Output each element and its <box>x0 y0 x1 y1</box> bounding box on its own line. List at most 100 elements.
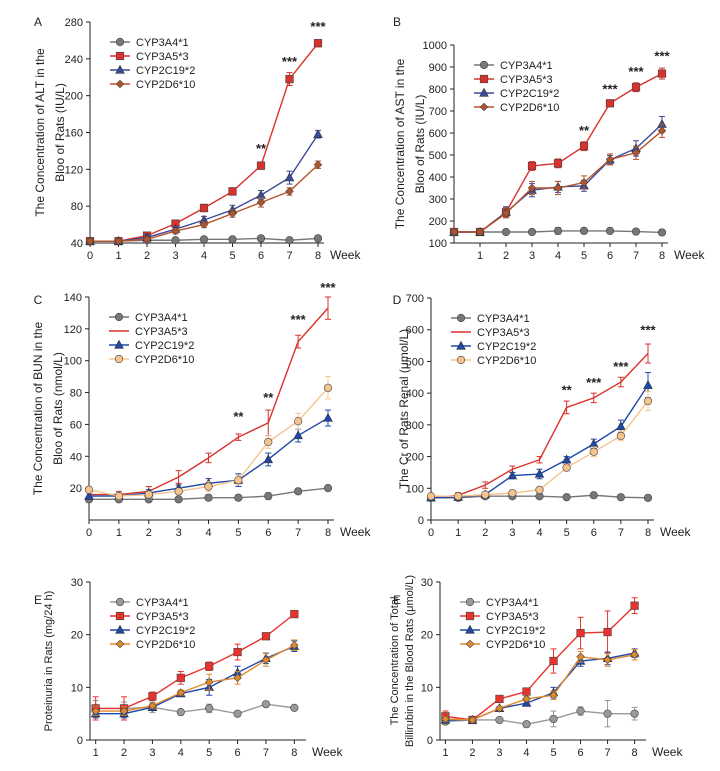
data-point <box>205 704 214 713</box>
series-line <box>95 703 295 715</box>
legend-label: CYP2D6*10 <box>135 354 194 366</box>
y-tick-label: 40 <box>71 238 83 250</box>
legend: CYP3A4*1 CYP3A5*3 CYP2C19*2 CYP2D6*10 <box>451 313 536 367</box>
data-point <box>562 493 571 502</box>
data-point <box>323 412 333 422</box>
data-point <box>313 129 323 138</box>
data-point <box>631 227 641 236</box>
data-point <box>199 220 209 229</box>
legend-label: CYP2D6*10 <box>136 639 195 651</box>
data-point <box>233 673 242 683</box>
legend: CYP3A4*1 CYP3A5*3 CYP2C19*2 CYP2D6*10 <box>110 37 195 91</box>
data-point <box>256 198 266 207</box>
legend-swatch-marker <box>479 102 489 112</box>
legend-swatch-marker <box>456 355 466 365</box>
x-tick-label: 3 <box>509 527 515 539</box>
legend-label: CYP3A4*1 <box>486 597 539 609</box>
legend-swatch-marker <box>115 37 125 47</box>
data-point <box>535 485 544 494</box>
y-tick-label: 10 <box>421 682 433 694</box>
data-point <box>507 470 518 480</box>
significance-label: *** <box>310 19 326 34</box>
data-point <box>176 707 185 717</box>
x-tick-label: 4 <box>205 527 211 539</box>
data-point <box>284 172 295 182</box>
x-tick-label: 7 <box>286 250 292 262</box>
legend-label: CYP3A4*1 <box>136 597 189 609</box>
data-point <box>576 652 585 662</box>
chart-panel-5: E 0 10 20 30 1 2 3 4 5 6 7 8 Week Proteinuria in Rats … <box>34 577 343 759</box>
legend-swatch-marker <box>456 313 466 323</box>
data-point <box>508 488 517 498</box>
data-point <box>114 492 123 501</box>
data-point <box>481 490 490 499</box>
data-point <box>576 706 585 716</box>
y-axis-label: The Concentration of Total <box>389 597 401 726</box>
y-tick-label: 30 <box>71 577 83 589</box>
y-tick-label: 0 <box>418 515 424 527</box>
data-point <box>643 379 653 389</box>
y-tick-label: 120 <box>64 324 82 336</box>
significance-label: ** <box>562 383 573 398</box>
data-point <box>657 69 667 78</box>
series-CYP2D6*10 <box>84 376 333 501</box>
data-point <box>323 383 333 392</box>
data-point <box>616 493 625 502</box>
chart-panel-1: A 40 80 120 160 200 240 280 0 1 2 3 4 5 6 7 8 Week The Con… <box>33 15 361 262</box>
data-point <box>313 234 323 243</box>
x-tick-label: 5 <box>550 747 556 759</box>
x-tick-label: 1 <box>93 747 99 759</box>
y-tick-label: 500 <box>406 356 424 368</box>
x-tick-label: 7 <box>295 527 301 539</box>
x-tick-label: 6 <box>235 747 241 759</box>
legend-label: CYP3A5*3 <box>136 51 189 63</box>
data-point <box>174 495 183 504</box>
y-axis-label: The Concentration of AST in the <box>393 58 407 229</box>
data-point <box>148 701 157 710</box>
legend-label: CYP2C19*2 <box>136 65 195 77</box>
legend-swatch-marker <box>115 624 125 634</box>
data-point <box>234 476 243 485</box>
legend-swatch-marker <box>465 624 475 634</box>
series-CYP2C19*2 <box>449 116 667 236</box>
data-point <box>631 148 641 158</box>
x-tick-label: 1 <box>442 747 448 759</box>
data-point <box>204 482 213 491</box>
data-point <box>579 178 589 187</box>
series-line <box>95 644 295 712</box>
data-point <box>643 493 653 502</box>
data-point <box>605 99 615 108</box>
legend-label: CYP2C19*2 <box>500 88 559 100</box>
significance-label: ** <box>263 390 274 405</box>
x-tick-label: 1 <box>115 250 121 262</box>
series-line <box>89 307 329 496</box>
data-point <box>144 490 153 499</box>
x-tick-label: 7 <box>618 527 624 539</box>
data-point <box>603 709 612 718</box>
x-tick-label: 4 <box>555 250 561 262</box>
data-point <box>285 187 294 196</box>
data-point <box>91 706 100 716</box>
data-point <box>562 463 571 472</box>
legend-label: CYP2D6*10 <box>500 102 559 114</box>
series-line <box>454 123 663 233</box>
x-tick-label: 8 <box>645 527 651 539</box>
x-tick-label: 2 <box>144 250 150 262</box>
legend-label: CYP3A5*3 <box>486 611 539 623</box>
legend-swatch-marker <box>465 639 475 649</box>
data-point <box>501 227 511 237</box>
y-tick-label: 10 <box>71 682 83 694</box>
x-axis-label: Week <box>674 248 705 262</box>
y-tick-label: 20 <box>70 483 82 495</box>
panel-letter: A <box>34 15 42 29</box>
y-tick-label: 120 <box>65 164 83 176</box>
data-point <box>495 715 504 725</box>
chart-panel-2: B 100 200 300 400 500 600 700 800 900 1000 1 2 3 4 5 6 7 8… <box>393 15 705 262</box>
y-tick-label: 140 <box>64 292 82 304</box>
data-point <box>264 492 273 501</box>
data-point <box>294 487 303 496</box>
x-tick-label: 4 <box>201 250 207 262</box>
legend-swatch-marker <box>479 60 489 70</box>
significance-label: *** <box>282 54 298 69</box>
data-point <box>261 655 271 665</box>
